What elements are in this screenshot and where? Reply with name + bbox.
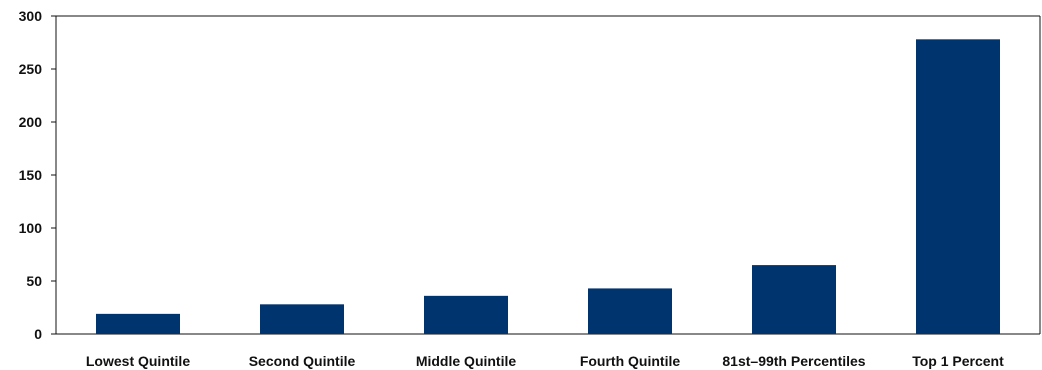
y-axis-ticks: 0 50 100 150 200 250 300 xyxy=(19,8,56,342)
bars xyxy=(96,39,1000,334)
bar xyxy=(424,295,508,334)
y-tick-label: 200 xyxy=(19,114,43,130)
bar xyxy=(752,265,836,334)
y-tick-label: 50 xyxy=(26,273,42,289)
bar xyxy=(96,313,180,334)
y-tick-label: 0 xyxy=(34,326,42,342)
x-axis-labels: Lowest Quintile Second Quintile Middle Qui… xyxy=(86,353,1004,369)
x-category-label: 81st–99th Percentiles xyxy=(722,353,865,369)
x-category-label: Lowest Quintile xyxy=(86,353,190,369)
x-category-label: Middle Quintile xyxy=(416,353,517,369)
plot-frame xyxy=(51,15,1041,335)
bar xyxy=(588,288,672,334)
y-tick-label: 250 xyxy=(19,61,43,77)
y-tick-label: 100 xyxy=(19,220,43,236)
x-category-label: Top 1 Percent xyxy=(912,353,1004,369)
bar xyxy=(260,304,344,334)
y-tick-label: 150 xyxy=(19,167,43,183)
bar xyxy=(916,39,1000,334)
x-category-label: Second Quintile xyxy=(249,353,356,369)
x-category-label: Fourth Quintile xyxy=(580,353,681,369)
y-tick-label: 300 xyxy=(19,8,43,24)
